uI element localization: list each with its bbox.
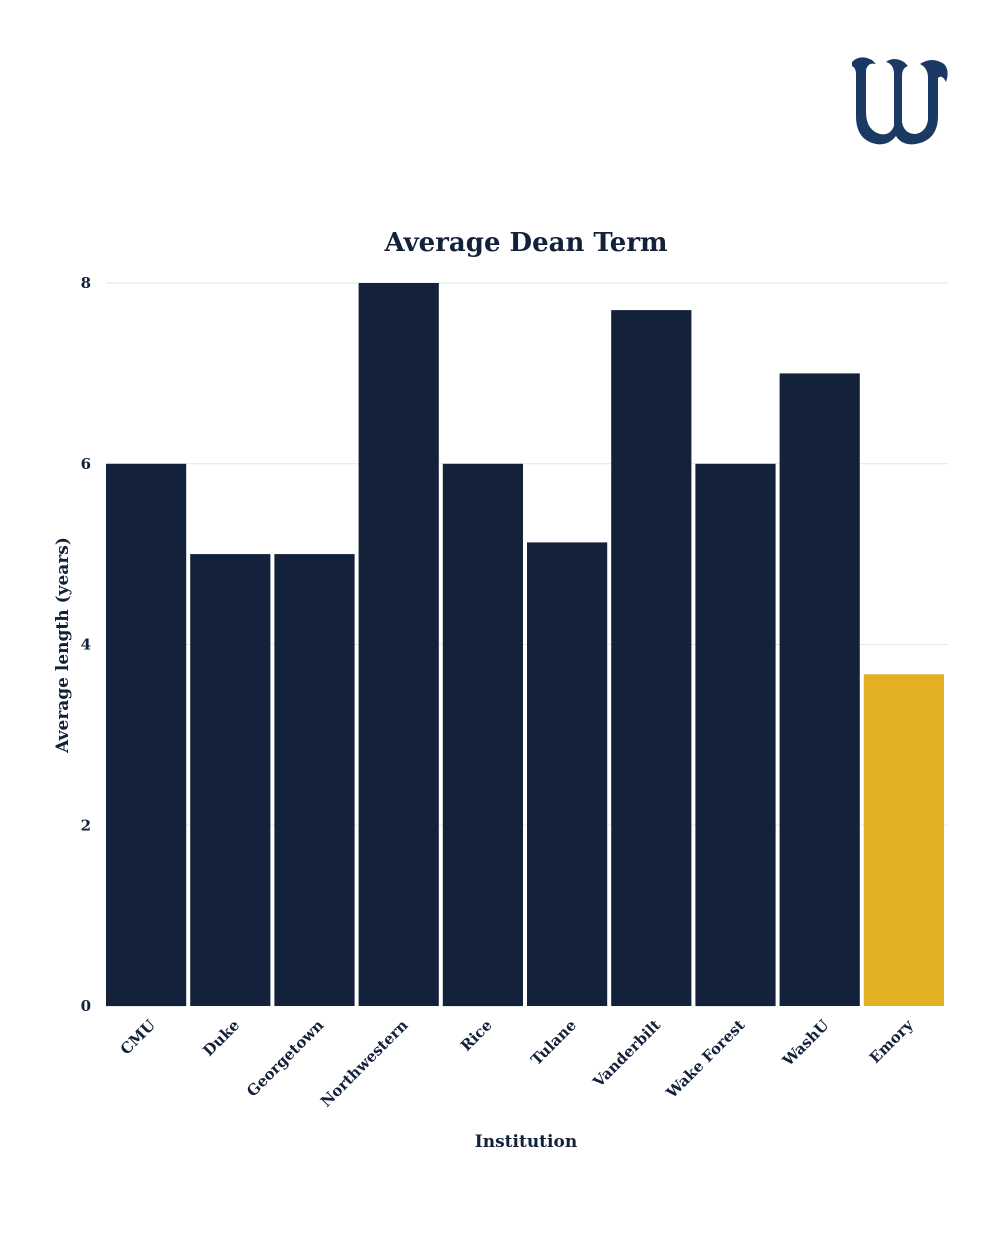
- x-tick-label: Northwestern: [317, 1016, 412, 1111]
- y-tick-label: 6: [81, 455, 91, 473]
- y-axis-ticks: 0 2 4 6 8: [81, 274, 91, 1015]
- bar-wake-forest: [695, 463, 776, 1007]
- x-tick-label: Vanderbilt: [589, 1016, 664, 1091]
- bar-tulane: [527, 542, 608, 1006]
- chart-title: Average Dean Term: [383, 228, 667, 258]
- bar-rice: [442, 463, 523, 1007]
- bar-washu: [779, 373, 860, 1006]
- y-tick-label: 0: [81, 997, 91, 1015]
- y-tick-label: 4: [81, 636, 91, 654]
- x-tick-label: Rice: [457, 1016, 496, 1055]
- logo-glyph: [852, 57, 948, 145]
- bar-georgetown: [274, 554, 355, 1006]
- bar-emory: [863, 674, 944, 1006]
- bar-northwestern: [358, 283, 439, 1006]
- y-tick-label: 2: [81, 816, 91, 834]
- x-tick-label: CMU: [117, 1016, 159, 1058]
- x-tick-label: Duke: [199, 1016, 243, 1060]
- bar-cmu: [106, 463, 187, 1007]
- bars: [106, 283, 944, 1007]
- x-tick-label: Wake Forest: [662, 1016, 748, 1102]
- bar-vanderbilt: [611, 310, 692, 1007]
- x-tick-label: WashU: [778, 1016, 832, 1070]
- y-tick-label: 8: [81, 274, 91, 292]
- x-tick-label: Tulane: [527, 1016, 580, 1069]
- x-tick-label: Georgetown: [243, 1016, 327, 1100]
- newspaper-logo-w-icon: [852, 57, 948, 145]
- bar-duke: [190, 554, 271, 1006]
- x-tick-label: Emory: [866, 1015, 918, 1067]
- x-axis-title: Institution: [475, 1132, 577, 1152]
- y-axis-title: Average length (years): [53, 537, 73, 754]
